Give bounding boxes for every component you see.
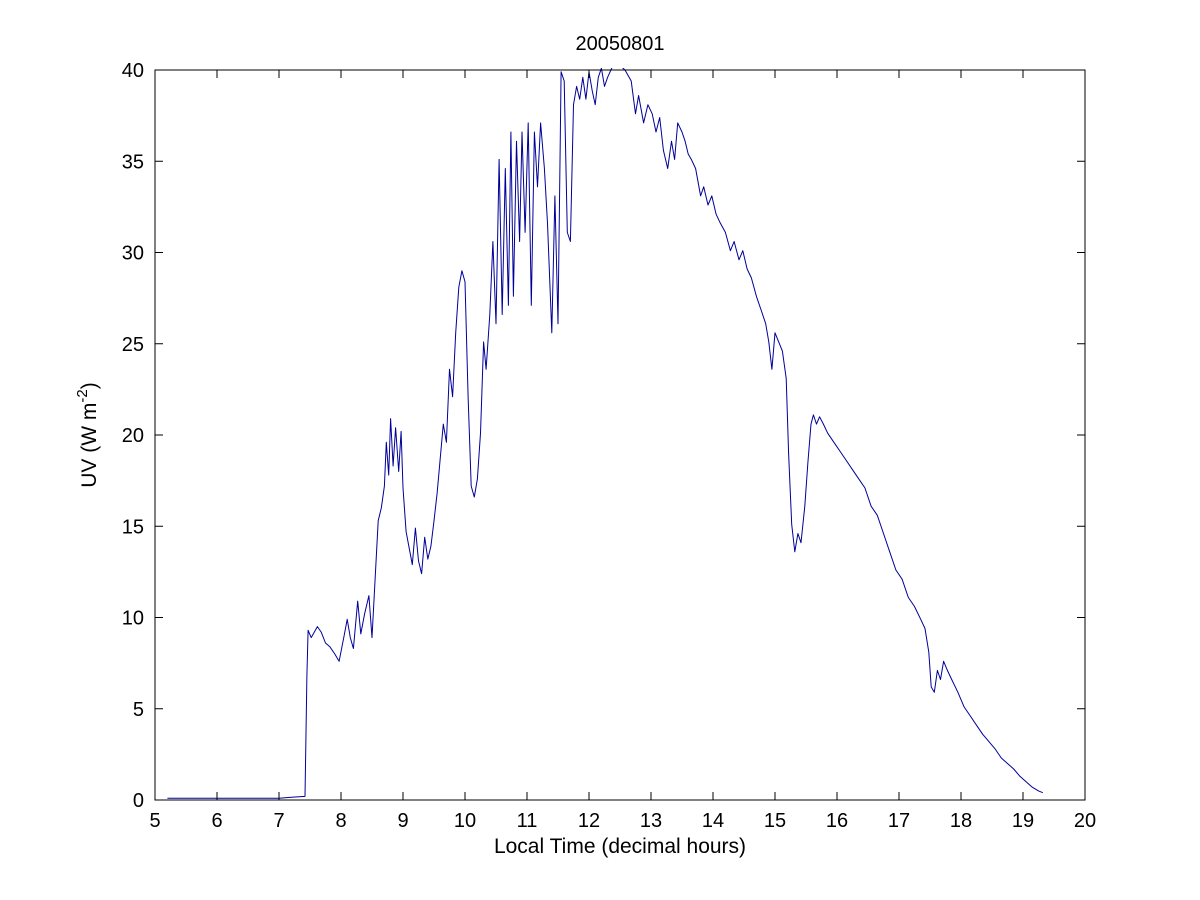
y-tick-label: 35 [122, 151, 144, 173]
x-axis-label: Local Time (decimal hours) [494, 835, 746, 858]
x-tick-label: 5 [149, 810, 160, 832]
x-tick-label: 10 [454, 810, 476, 832]
x-tick-label: 6 [211, 810, 222, 832]
x-tick-label: 15 [764, 810, 786, 832]
x-tick-label: 20 [1074, 810, 1096, 832]
x-tick-label: 14 [702, 810, 724, 832]
x-tick-label: 13 [640, 810, 662, 832]
chart-title: 20050801 [576, 33, 665, 55]
y-tick-label: 5 [133, 699, 144, 721]
y-tick-label: 30 [122, 243, 144, 265]
x-tick-label: 19 [1012, 810, 1034, 832]
x-tick-label: 12 [578, 810, 600, 832]
x-tick-label: 17 [888, 810, 910, 832]
y-tick-label: 10 [122, 608, 144, 630]
x-tick-label: 9 [397, 810, 408, 832]
y-tick-label: 40 [122, 60, 144, 82]
uv-series-line [167, 68, 1043, 799]
y-tick-label: 25 [122, 334, 144, 356]
y-tick-label: 0 [133, 790, 144, 812]
plot-background [155, 70, 1085, 800]
x-tick-label: 7 [273, 810, 284, 832]
y-axis-label: UV (W m-2) [74, 382, 101, 488]
x-tick-label: 11 [517, 810, 538, 832]
plot-area: 5 6 7 8 9 10 11 12 13 14 15 16 17 18 19 200510152025303… [122, 60, 1096, 832]
y-tick-label: 15 [122, 516, 144, 538]
x-tick-label: 18 [950, 810, 972, 832]
x-tick-label: 8 [335, 810, 346, 832]
x-tick-label: 16 [826, 810, 848, 832]
y-tick-label: 20 [122, 425, 144, 447]
